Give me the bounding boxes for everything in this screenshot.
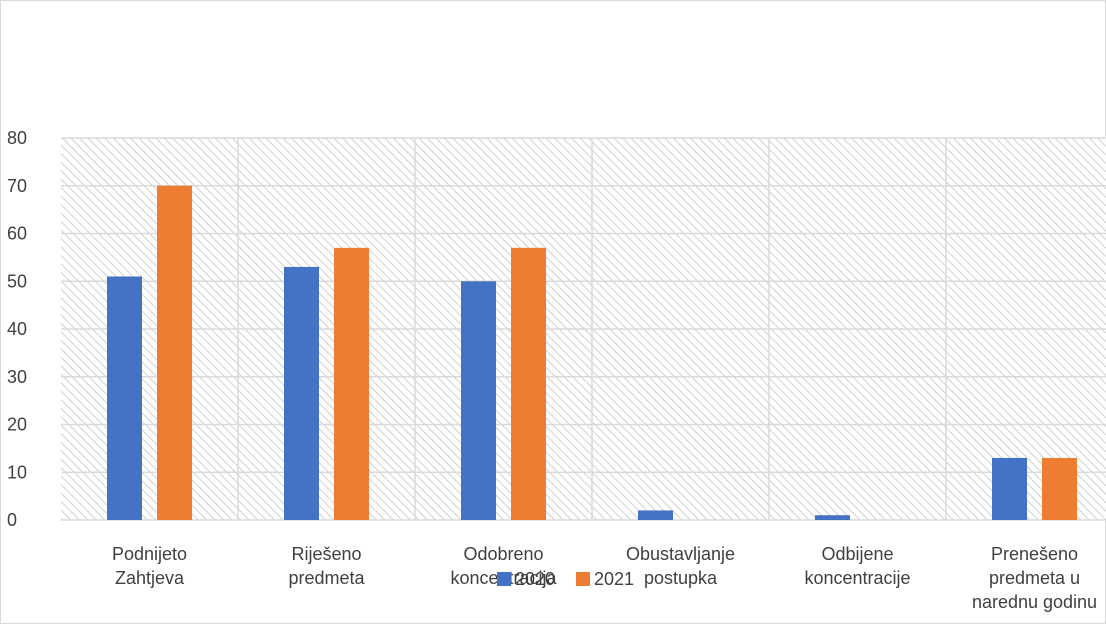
bar-2020-2 — [284, 266, 319, 520]
legend-label-2020: 2020 — [515, 569, 555, 589]
bar-2020-4 — [638, 510, 673, 520]
horizontal-gridlines — [61, 137, 1106, 521]
bar-2021-1 — [157, 185, 192, 520]
y-tick-label: 20 — [7, 415, 27, 435]
bar-2021-2 — [334, 247, 369, 520]
bar-2020-6 — [992, 457, 1027, 520]
y-tick-label: 80 — [7, 128, 27, 148]
y-axis-ticks: 0 10 20 30 40 50 60 70 80 — [7, 128, 27, 530]
y-tick-label: 10 — [7, 462, 27, 482]
y-tick-label: 60 — [7, 224, 27, 244]
y-tick-label: 50 — [7, 271, 27, 291]
y-tick-label: 70 — [7, 176, 27, 196]
y-tick-label: 40 — [7, 319, 27, 339]
legend-swatch-2020 — [497, 572, 511, 586]
x-category-label: Obustavljanje postupka — [626, 544, 735, 588]
bar-2020-5 — [815, 515, 850, 520]
legend: 2020 2021 — [497, 569, 634, 589]
vertical-gridlines — [237, 138, 947, 520]
bar-2021-6 — [1042, 457, 1077, 520]
x-category-label: Odbijene koncentracije — [804, 544, 910, 588]
x-category-label: Riješeno predmeta — [288, 544, 365, 588]
bar-2021-3 — [511, 247, 546, 520]
legend-label-2021: 2021 — [594, 569, 634, 589]
legend-swatch-2021 — [576, 572, 590, 586]
bar-2020-3 — [461, 281, 496, 520]
bar-2020-1 — [107, 276, 142, 520]
y-tick-label: 0 — [7, 510, 17, 530]
x-category-label: Podnijeto Zahtjeva — [112, 544, 187, 588]
x-category-label: Prenešeno predmeta u narednu godinu — [972, 544, 1097, 612]
bars — [107, 185, 1077, 520]
y-tick-label: 30 — [7, 367, 27, 387]
